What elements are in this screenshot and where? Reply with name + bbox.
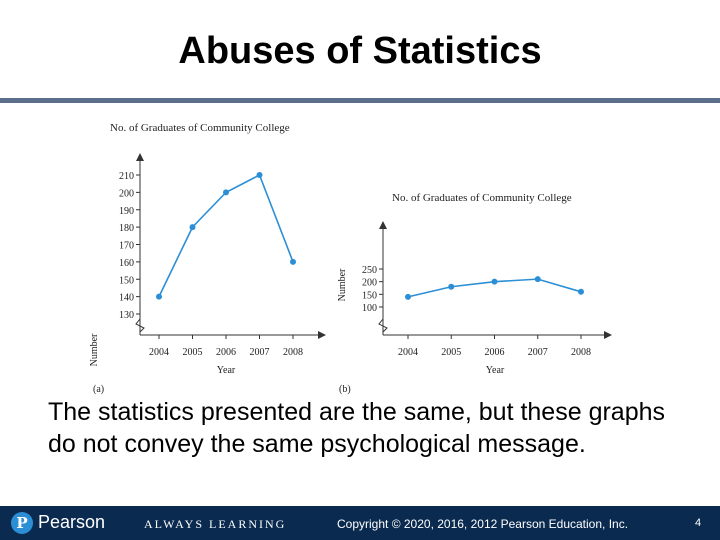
footer-copyright: Copyright © 2020, 2016, 2012 Pearson Edu… [337, 517, 629, 531]
x-axis-arrow-icon [604, 331, 612, 339]
x-tick-label: 2006 [216, 347, 236, 358]
axis-break-icon [135, 318, 145, 333]
data-point [405, 293, 411, 300]
data-point [290, 258, 296, 265]
y-tick-label: 200 [362, 278, 377, 289]
x-tick-label: 2007 [528, 347, 548, 358]
x-axis-arrow-icon [318, 331, 326, 339]
x-tick-label: 2004 [149, 347, 169, 358]
x-tick-label: 2004 [398, 347, 418, 358]
y-axis-arrow-icon [379, 221, 387, 229]
slide-caption: The statistics presented are the same, b… [48, 398, 666, 458]
pearson-logo-text: Pearson [38, 512, 106, 532]
y-tick-label: 150 [119, 275, 134, 286]
data-point [578, 288, 584, 295]
page-number: 4 [695, 517, 702, 529]
data-point [223, 189, 229, 196]
data-point [534, 276, 541, 283]
y-tick-label: 190 [119, 206, 134, 217]
y-tick-label: 100 [362, 303, 377, 314]
x-tick-label: 2006 [485, 347, 505, 358]
y-tick-label: 250 [362, 265, 377, 276]
x-tick-label: 2008 [283, 347, 303, 358]
data-point [448, 283, 455, 290]
panel-label: (a) [93, 384, 104, 395]
data-point [256, 172, 263, 178]
x-tick-label: 2007 [250, 347, 270, 358]
pearson-logo-icon: P [11, 512, 33, 534]
footer-bar: P Pearson ALWAYS LEARNING Copyright © 20… [0, 506, 720, 540]
y-tick-label: 140 [119, 293, 134, 304]
data-point [491, 278, 498, 285]
x-tick-label: 2008 [571, 347, 591, 358]
x-tick-label: 2005 [183, 347, 203, 358]
data-point [156, 293, 162, 300]
x-axis-label: Year [486, 365, 505, 376]
panel-label: (b) [339, 384, 351, 395]
y-axis-arrow-icon [136, 153, 144, 161]
axis-break-icon [378, 318, 388, 333]
y-tick-label: 150 [362, 290, 377, 301]
data-point [189, 224, 196, 231]
y-axis-label: Number [337, 268, 348, 301]
y-tick-label: 200 [119, 188, 134, 199]
y-tick-label: 170 [119, 241, 134, 252]
charts-figure: No. of Graduates of Community College 130… [89, 122, 612, 395]
footer-tagline: ALWAYS LEARNING [144, 517, 287, 531]
y-tick-label: 180 [119, 223, 134, 234]
y-axis-label: Number [89, 333, 100, 366]
x-axis-label: Year [217, 365, 236, 376]
y-tick-label: 130 [119, 310, 134, 321]
slide-title: Abuses of Statistics [178, 30, 542, 72]
title-divider [0, 98, 720, 103]
x-tick-label: 2005 [441, 347, 461, 358]
y-tick-label: 210 [119, 171, 134, 182]
chart-title: No. of Graduates of Community College [392, 192, 572, 204]
y-tick-label: 160 [119, 258, 134, 269]
chart-title: No. of Graduates of Community College [110, 122, 290, 134]
